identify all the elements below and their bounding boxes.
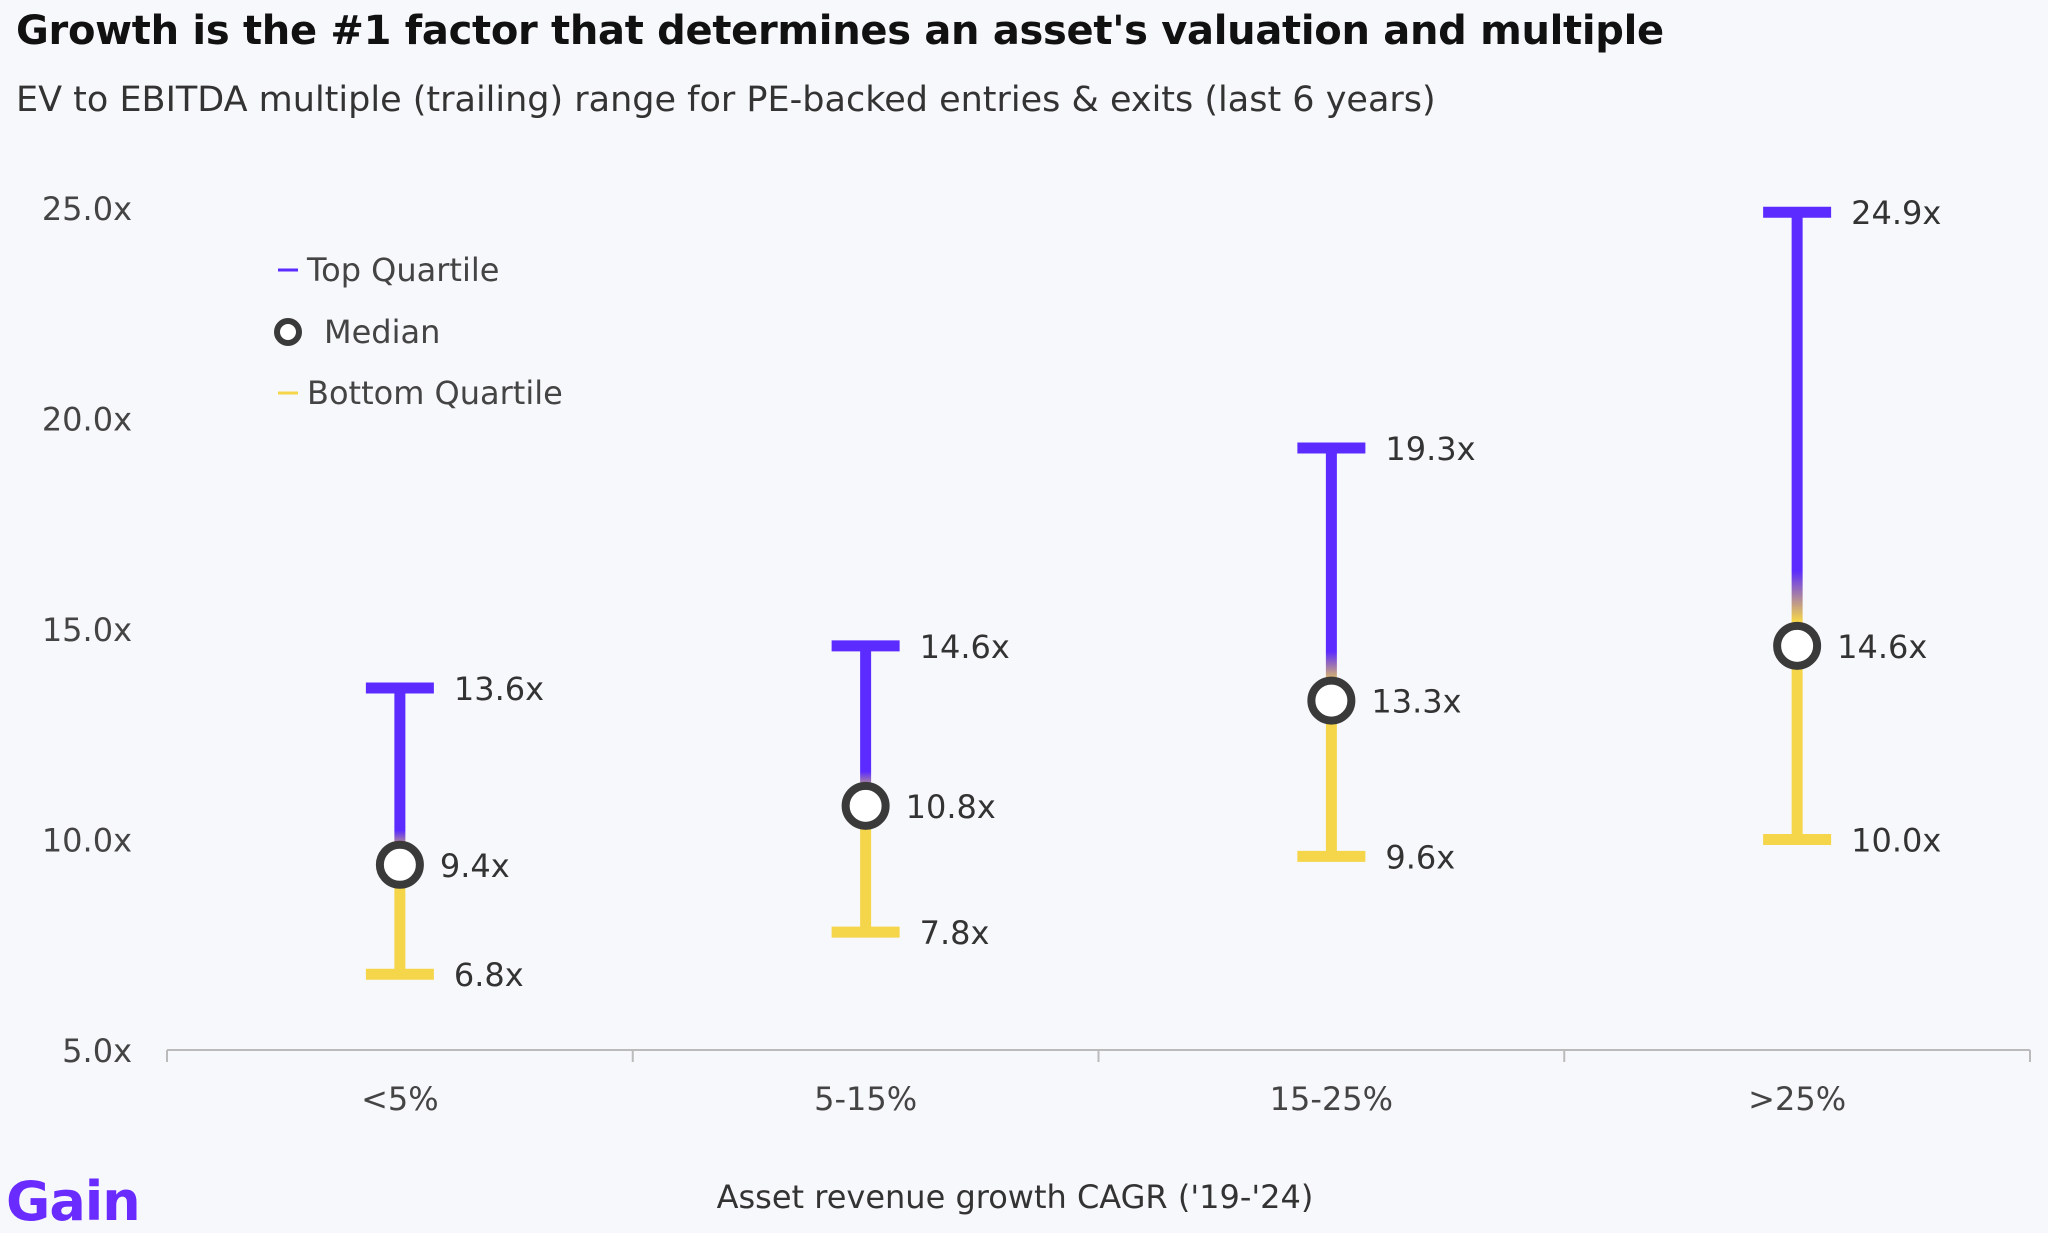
top-quartile-label: 14.6x <box>920 628 1010 666</box>
bottom-quartile-label: 6.8x <box>454 956 524 994</box>
x-tick-label: >25% <box>1748 1080 1846 1118</box>
legend-median-label: Median <box>324 313 440 351</box>
x-tick-label: 5-15% <box>814 1080 917 1118</box>
legend-bottom-quartile-label: Bottom Quartile <box>307 374 563 412</box>
median-label: 10.8x <box>906 788 996 826</box>
y-tick-label: 20.0x <box>42 401 132 439</box>
top-quartile-label: 13.6x <box>454 670 544 708</box>
bottom-quartile-label: 7.8x <box>920 914 990 952</box>
median-marker <box>375 840 424 889</box>
legend-median-swatch <box>274 318 302 346</box>
median-marker <box>1773 621 1822 670</box>
top-quartile-label: 19.3x <box>1385 430 1475 468</box>
x-tick-label: 15-25% <box>1270 1080 1393 1118</box>
x-axis-title: Asset revenue growth CAGR ('19-'24) <box>716 1178 1314 1216</box>
median-label: 13.3x <box>1371 683 1461 721</box>
gain-logo: Gain <box>6 1170 141 1233</box>
median-label: 14.6x <box>1837 628 1927 666</box>
x-tick-label: <5% <box>361 1080 439 1118</box>
bottom-quartile-label: 9.6x <box>1385 838 1455 876</box>
chart-title: Growth is the #1 factor that determines … <box>16 8 1664 54</box>
y-tick-label: 25.0x <box>42 190 132 228</box>
bottom-quartile-label: 10.0x <box>1851 822 1941 860</box>
chart-subtitle: EV to EBITDA multiple (trailing) range f… <box>16 80 1436 120</box>
y-tick-label: 5.0x <box>62 1032 132 1070</box>
y-tick-label: 10.0x <box>42 822 132 860</box>
legend-top-quartile-label: Top Quartile <box>306 251 499 289</box>
median-label: 9.4x <box>440 847 510 885</box>
median-marker <box>841 781 890 830</box>
top-quartile-label: 24.9x <box>1851 194 1941 232</box>
y-tick-label: 15.0x <box>42 611 132 649</box>
median-marker <box>1307 676 1356 725</box>
